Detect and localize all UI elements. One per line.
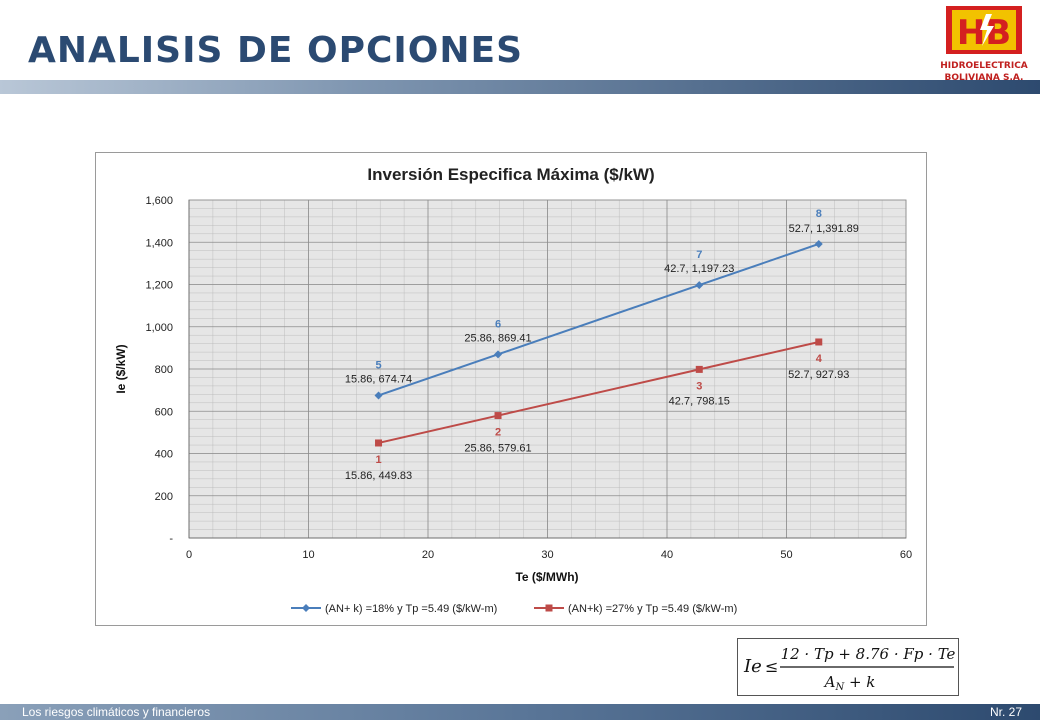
point-number-label: 6: [495, 318, 501, 330]
formula-relation: ≤: [765, 657, 778, 676]
series-line: [378, 341, 819, 444]
point-number-label: 4: [816, 353, 823, 365]
data-label: 15.86, 674.74: [345, 373, 412, 385]
data-label: 42.7, 1,197.23: [664, 263, 734, 275]
x-tick-label: 20: [422, 549, 434, 561]
logo-letters: HB: [957, 13, 1011, 53]
data-label: 52.7, 927.93: [788, 369, 849, 381]
legend-label: (AN+ k) =18% y Tp =5.49 ($/kW-m): [325, 603, 497, 615]
data-label: 25.86, 869.41: [464, 332, 531, 344]
chart-container: Inversión Especifica Máxima ($/kW) -200 4…: [95, 152, 927, 626]
formula-lhs: Ie: [743, 656, 762, 677]
data-point-marker: [815, 338, 823, 346]
data-point-marker: [494, 412, 502, 420]
x-tick-label: 50: [780, 549, 792, 561]
y-tick-label: 400: [155, 449, 173, 461]
point-number-label: 2: [495, 427, 501, 439]
formula-box: Ie ≤ 12 · Tp + 8.76 · Fp · Te AN + k: [737, 638, 959, 696]
logo-text-line2: BOLIVIANA S.A.: [945, 73, 1024, 83]
point-number-label: 5: [375, 359, 381, 371]
formula: Ie ≤ 12 · Tp + 8.76 · Fp · Te AN + k: [743, 645, 956, 693]
y-tick-label: 1,600: [145, 195, 173, 207]
legend-marker: [302, 604, 310, 612]
lightning-icon: [980, 14, 994, 46]
x-tick-label: 0: [186, 549, 192, 561]
x-tick-label: 40: [661, 549, 673, 561]
axes: [188, 200, 906, 539]
data-point-marker: [494, 350, 503, 359]
slide-title: ANALISIS DE OPCIONES: [28, 30, 524, 71]
legend-label: (AN+k) =27% y Tp =5.49 ($/kW-m): [568, 603, 737, 615]
y-axis-ticks: - 200 400 600 800 1,000 1,200 1,400 1,600: [145, 195, 173, 545]
series-2: [375, 338, 823, 447]
data-label: 52.7, 1,391.89: [789, 223, 859, 235]
data-point-marker: [375, 439, 383, 447]
chart-title: Inversión Especifica Máxima ($/kW): [367, 165, 654, 184]
formula-denominator: AN + k: [823, 673, 876, 693]
title-divider-bar: [0, 80, 1040, 94]
data-point-marker: [374, 391, 383, 400]
x-tick-label: 30: [541, 549, 553, 561]
company-logo: HB HIDROELECTRICA BOLIVIANA S.A.: [940, 6, 1028, 83]
y-tick-label: 800: [155, 364, 173, 376]
y-tick-label: 600: [155, 406, 173, 418]
series-1: [374, 239, 823, 400]
series-layer: 5 15.86, 674.74 6 25.86, 869.41 7 42.7, 1,197…: [345, 208, 859, 482]
footer-bar: Los riesgos climáticos y financieros Nr.…: [0, 704, 1040, 720]
formula-numerator: 12 · Tp + 8.76 · Fp · Te: [781, 645, 956, 663]
line-chart: Inversión Especifica Máxima ($/kW) -2004…: [114, 165, 912, 615]
data-point-marker: [814, 239, 823, 248]
data-label: 42.7, 798.15: [669, 395, 730, 407]
point-number-label: 8: [816, 208, 822, 220]
y-tick-label: 1,000: [145, 322, 173, 334]
data-label: 15.86, 449.83: [345, 470, 412, 482]
x-axis-label: Te ($/MWh): [515, 570, 578, 584]
logo-text-line1: HIDROELECTRICA: [940, 61, 1028, 71]
legend: (AN+ k) =18% y Tp =5.49 ($/kW-m) (AN+k) =…: [291, 603, 737, 615]
data-label: 25.86, 579.61: [464, 443, 531, 455]
data-point-marker: [695, 365, 703, 373]
footer-caption: Los riesgos climáticos y financieros: [22, 705, 211, 719]
y-tick-label: -: [169, 533, 173, 545]
legend-marker: [545, 604, 553, 612]
page-number: Nr. 27: [989, 705, 1022, 719]
data-point-marker: [695, 281, 704, 290]
x-tick-label: 10: [302, 549, 314, 561]
point-number-label: 7: [696, 249, 702, 261]
x-tick-label: 60: [900, 549, 912, 561]
y-axis-label: Ie ($/kW): [114, 344, 128, 393]
point-number-label: 1: [375, 454, 381, 466]
y-tick-label: 200: [155, 491, 173, 503]
series-line: [378, 243, 820, 397]
y-tick-label: 1,400: [145, 237, 173, 249]
point-number-label: 3: [696, 380, 702, 392]
x-axis-ticks: 0 10 20 30 40 50 60: [186, 549, 912, 561]
y-tick-label: 1,200: [145, 280, 173, 292]
